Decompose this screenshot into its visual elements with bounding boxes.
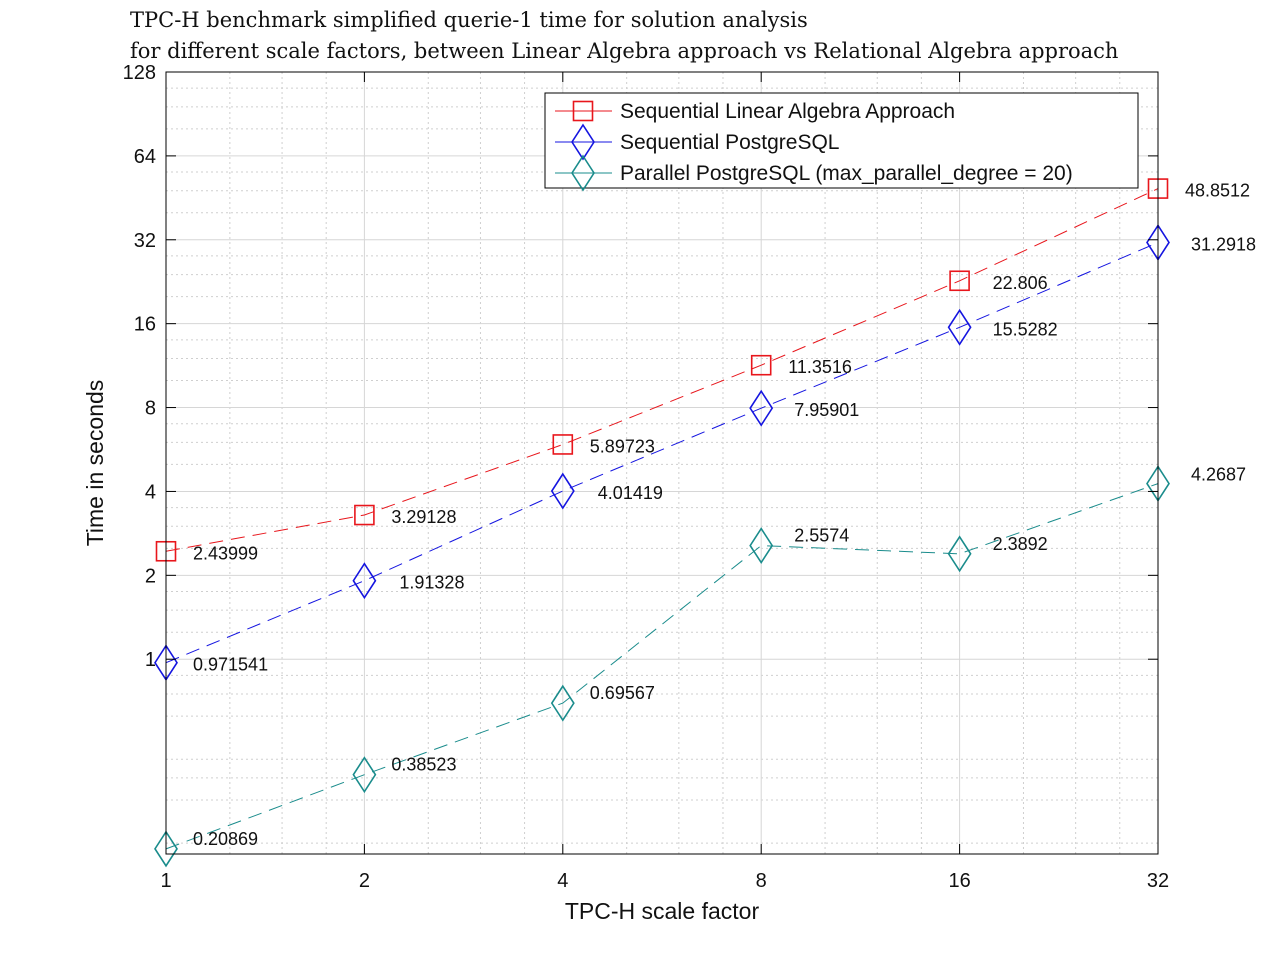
y-tick-label: 2 [145,565,156,587]
data-point-marker [947,308,972,346]
data-label: 0.69567 [590,683,655,703]
data-point-marker [749,527,774,565]
data-label: 3.29128 [391,507,456,527]
major-grid [165,71,1159,854]
minor-grid [166,72,1158,854]
data-point-marker [550,684,575,722]
data-label: 48.8512 [1185,181,1250,201]
legend-marker [571,123,595,161]
data-point-marker [750,354,772,376]
x-axis-label: TPC-H scale factor [565,898,760,924]
data-label: 15.5282 [993,319,1058,339]
data-point-marker [154,830,178,868]
y-axis-label: Time in seconds [82,380,108,547]
series-line [165,483,1159,850]
series-2 [154,224,1170,682]
plot-frame [165,71,1159,855]
y-tick-labels: 1 2 4 8 16 32 64 128 [123,62,156,671]
x-tick-label: 8 [756,870,767,892]
legend-marker [572,100,594,122]
legend-entry-3: Parallel PostgreSQL (max_parallel_degree… [555,154,1073,192]
data-point-marker [749,389,774,427]
data-label: 2.43999 [193,543,258,563]
y-tick-label: 1 [145,649,156,671]
data-label: 0.20869 [193,829,258,849]
x-tick-label: 32 [1147,870,1169,892]
data-point-marker [552,434,574,455]
y-tick-label: 32 [134,230,156,252]
series-layer [154,178,1170,868]
data-point-marker [354,504,375,526]
x-tick-labels: 1 2 4 8 16 32 [160,870,1169,892]
x-tick-label: 4 [557,870,568,892]
data-point-marker [550,472,575,510]
legend: Sequential Linear Algebra Approach Sequen… [544,92,1139,192]
data-point-marker [352,756,377,794]
data-label: 7.95901 [794,400,859,420]
y-tick-label: 64 [134,146,156,168]
series-1 [155,178,1169,562]
data-label: 2.5574 [794,526,849,546]
data-point-marker [352,562,377,600]
series-line [165,242,1159,664]
data-label: 1.91328 [399,573,464,593]
data-label: 2.3892 [993,534,1048,554]
data-label: 5.89723 [590,436,655,456]
legend-entry-2: Sequential PostgreSQL [555,123,839,161]
legend-label: Sequential Linear Algebra Approach [620,100,955,123]
x-tick-label: 2 [359,870,370,892]
data-label: 0.971541 [193,655,268,675]
series-line [165,188,1159,552]
data-label: 22.806 [993,273,1048,293]
data-label: 4.2687 [1191,465,1246,485]
chart-title-line-2: for different scale factors, between Lin… [130,39,1118,63]
data-point-marker [949,270,970,292]
chart-title: TPC-H benchmark simplified querie-1 time… [130,8,1118,63]
legend-box [544,92,1139,189]
ticks-layer [165,71,1159,854]
data-label: 0.38523 [391,755,456,775]
y-tick-label: 4 [145,481,156,503]
x-tick-label: 16 [948,870,970,892]
data-point-marker [947,535,972,573]
y-tick-label: 128 [123,62,156,84]
y-tick-label: 16 [134,314,156,336]
legend-marker [571,154,595,192]
x-tick-label: 1 [160,870,171,892]
legend-label: Sequential PostgreSQL [620,131,839,154]
data-label: 4.01419 [598,483,663,503]
y-tick-label: 8 [145,398,156,420]
data-label: 11.3516 [788,357,852,377]
chart-title-line-1: TPC-H benchmark simplified querie-1 time… [130,8,808,32]
legend-label: Parallel PostgreSQL (max_parallel_degree… [620,162,1073,185]
legend-entry-1: Sequential Linear Algebra Approach [555,100,955,123]
data-label: 31.2918 [1191,234,1256,254]
data-labels: 2.43999 3.29128 5.89723 11.3516 22.806 48.851… [193,181,1256,849]
